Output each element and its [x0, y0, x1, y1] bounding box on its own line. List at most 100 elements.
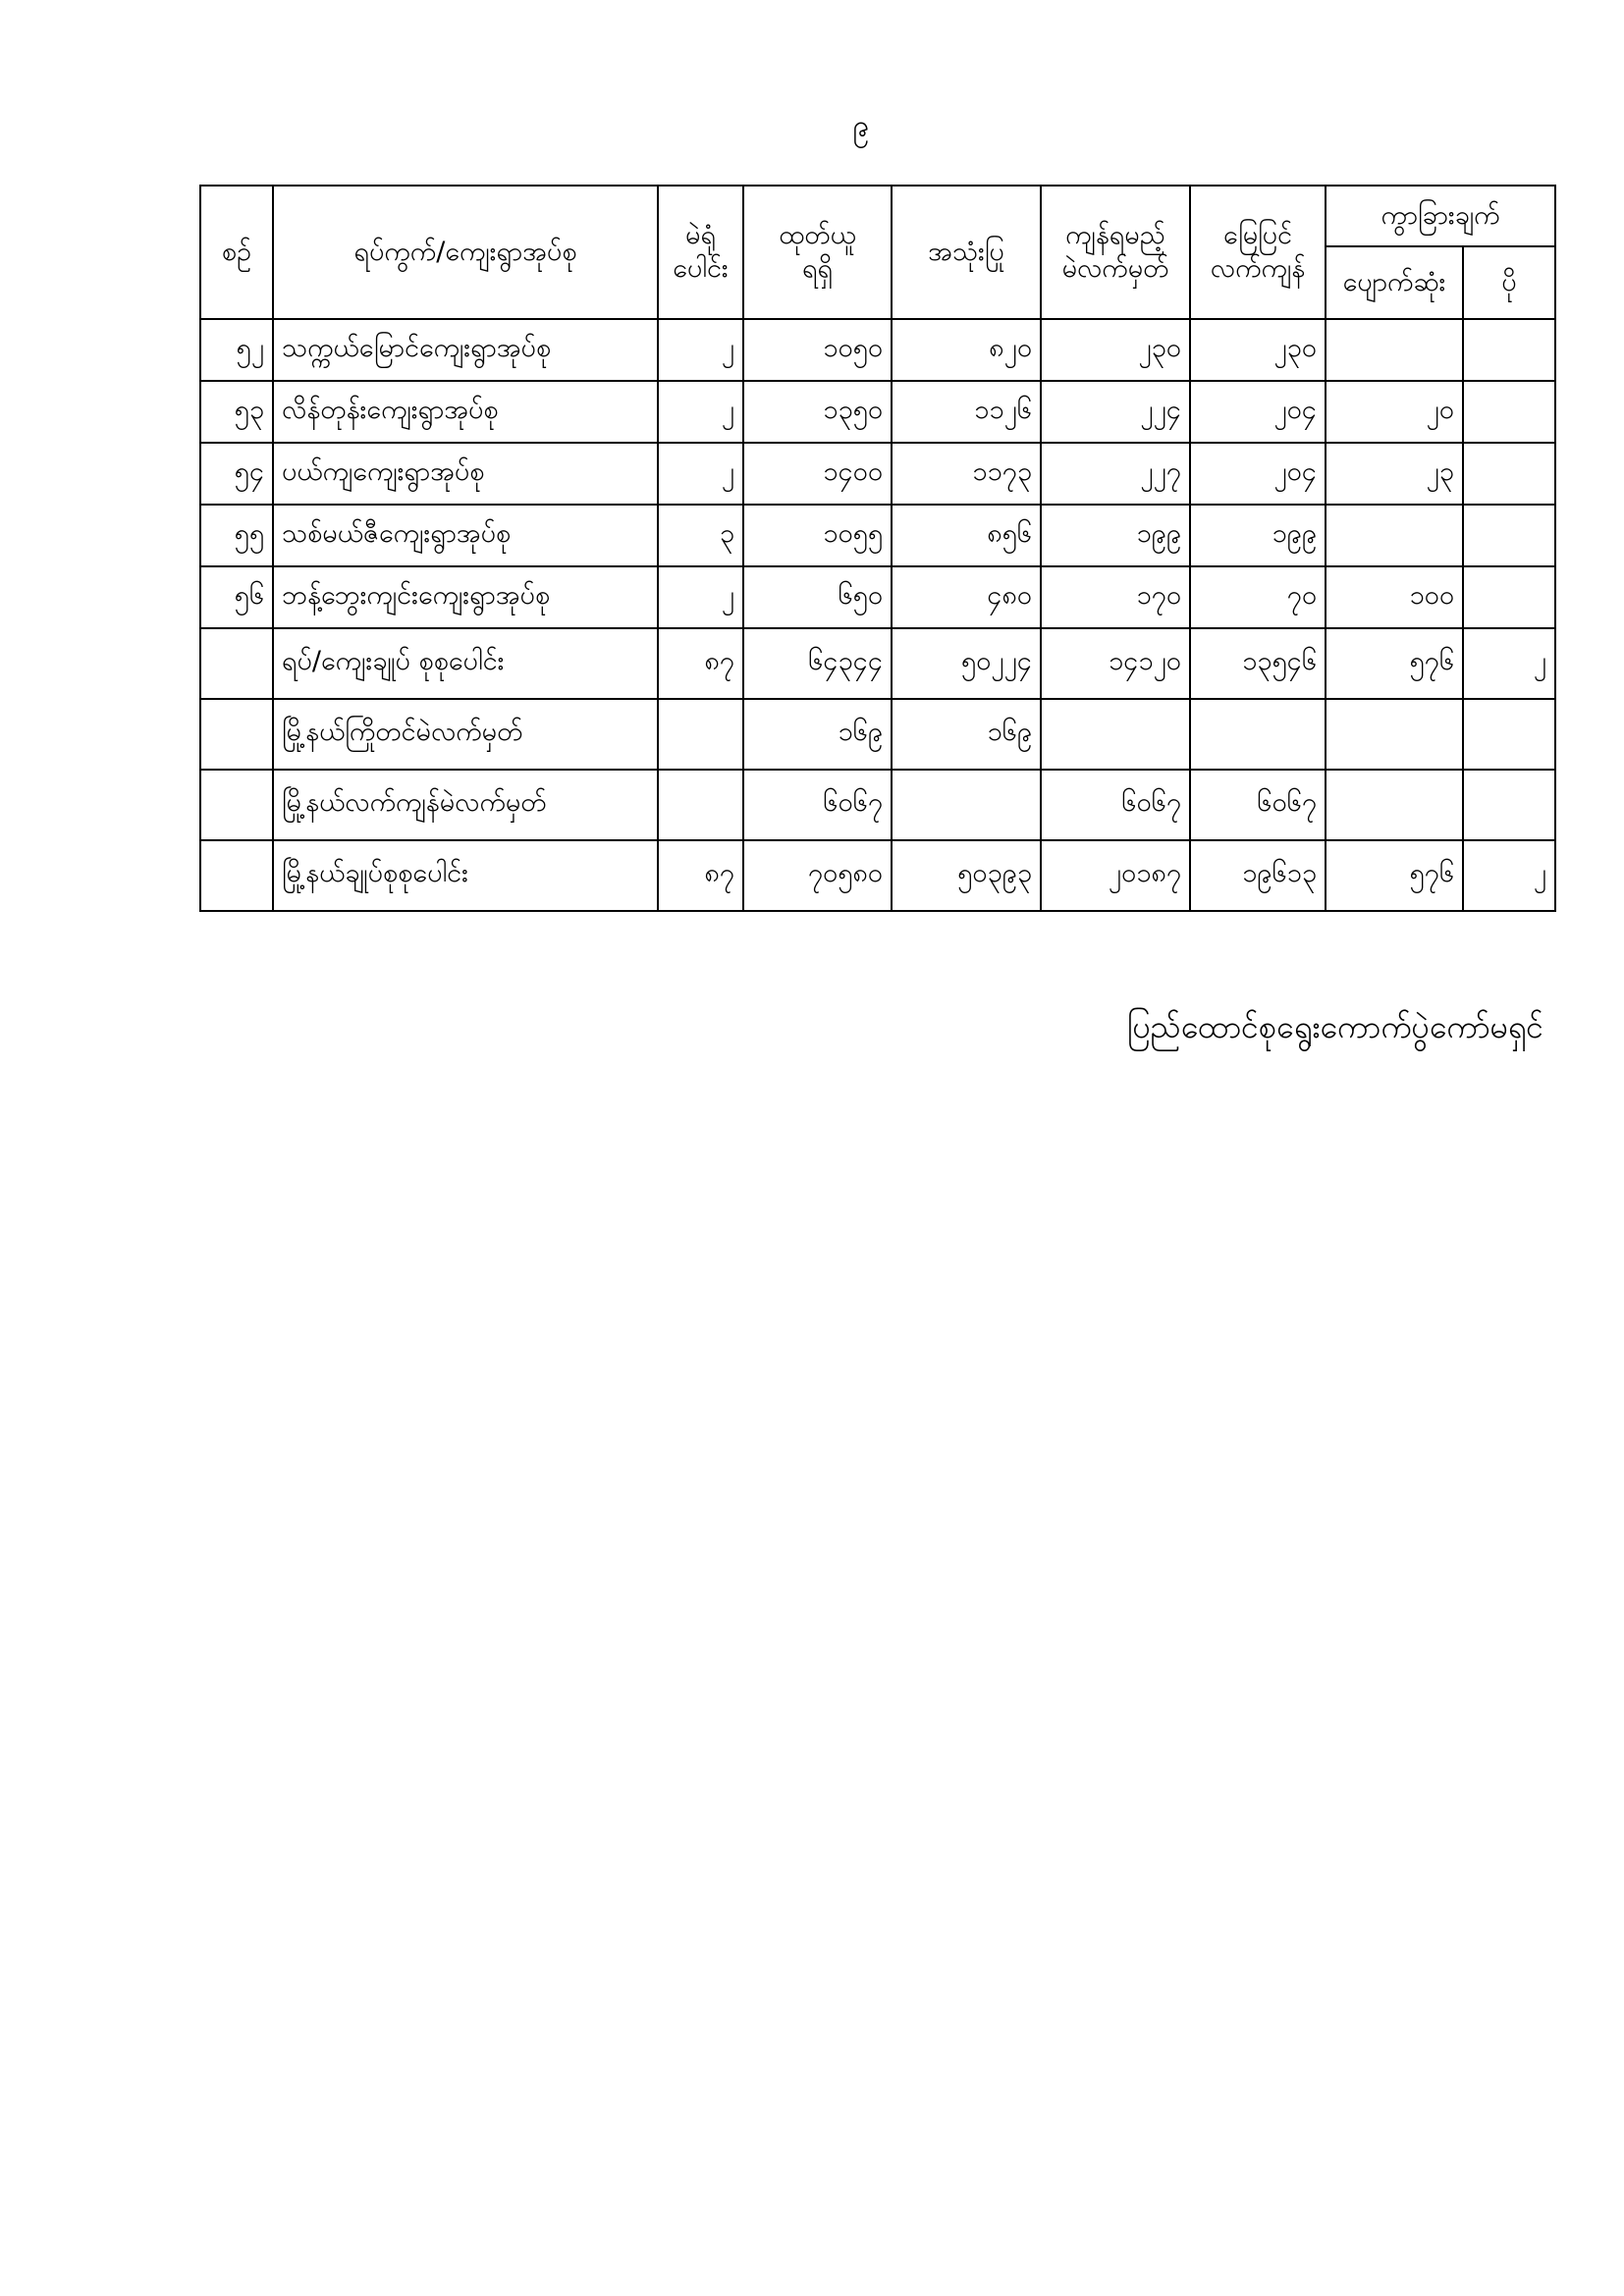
cell-no: ၅၄ [199, 442, 274, 506]
cell-missing: ၅၇၆ [1325, 839, 1464, 912]
summary-row: မြို့နယ်လက်ကျန်မဲလက်မှတ် ၆၀၆၇ ၆၀၆၇ ၆၀၆၇ [199, 769, 1557, 841]
cell-surplus [1461, 769, 1557, 841]
cell-name: သစ်မယ်ဇီကျေးရွာအုပ်စု [272, 504, 659, 567]
cell-stations: ၂ [657, 565, 744, 629]
table-row: ၅၅ သစ်မယ်ဇီကျေးရွာအုပ်စု၃၁၀၅၅ ၈၅၆ ၁၉၉ ၁၉၉ [199, 504, 1557, 567]
header-actual-remaining: မြေပြင် လက်ကျန် [1189, 185, 1326, 320]
header-surplus: ပို [1461, 245, 1557, 320]
cell-stations: ၈၇ [657, 627, 744, 700]
header-difference: ကွာခြားချက် [1324, 185, 1557, 247]
cell-surplus: ၂ [1461, 627, 1557, 700]
cell-no: ၅၅ [199, 504, 274, 567]
header-no: စဉ် [199, 185, 274, 320]
cell-used [891, 769, 1042, 841]
cell-no: ၅၂ [199, 318, 274, 382]
cell-expected: ၂၂၇ [1040, 442, 1191, 506]
cell-name: လိန်တုန်းကျေးရွာအုပ်စု [272, 380, 659, 444]
cell-surplus: ၂ [1461, 839, 1557, 912]
cell-missing: ၂၃ [1325, 442, 1464, 506]
summary-row: မြို့နယ်ကြိုတင်မဲလက်မှတ် ၁၆၉ ၁၆၉ [199, 698, 1557, 771]
cell-used: ၄၈၀ [891, 565, 1042, 629]
cell-actual: ၁၉၆၁၃ [1189, 839, 1326, 912]
cell-surplus [1461, 318, 1557, 382]
cell-actual: ၂၀၄ [1189, 380, 1326, 444]
cell-surplus [1461, 442, 1557, 506]
summary-row: မြို့နယ်ချုပ်စုစုပေါင်း ၈၇ ၇၀၅၈၀ ၅၀၃၉၃ ၂၀၁၈၇… [199, 839, 1557, 912]
cell-received: ၁၃၅၀ [742, 380, 893, 444]
cell-received: ၁၀၅၅ [742, 504, 893, 567]
cell-name: ပယ်ကျကျေးရွာအုပ်စု [272, 442, 659, 506]
cell-used: ၁၁၇၃ [891, 442, 1042, 506]
cell-received: ၆၀၆၇ [742, 769, 893, 841]
cell-received: ၆၄၃၄၄ [742, 627, 893, 700]
cell-used: ၈၅၆ [891, 504, 1042, 567]
cell-no: ၅၃ [199, 380, 274, 444]
cell-stations [657, 769, 744, 841]
cell-name: မြို့နယ်ကြိုတင်မဲလက်မှတ် [272, 698, 659, 771]
cell-actual: ၁၉၉ [1189, 504, 1326, 567]
cell-received: ၁၆၉ [742, 698, 893, 771]
cell-stations [657, 698, 744, 771]
cell-actual: ၁၃၅၄၆ [1189, 627, 1326, 700]
cell-no: ၅၆ [199, 565, 274, 629]
cell-expected: ၁၄၁၂၀ [1040, 627, 1191, 700]
cell-expected: ၆၀၆၇ [1040, 769, 1191, 841]
cell-missing [1325, 769, 1464, 841]
header-stations: မဲရုံ ပေါင်း [657, 185, 744, 320]
table-row: ၅၄ ပယ်ကျကျေးရွာအုပ်စု၂၁၄၀၀ ၁၁၇၃ ၂၂၇ ၂၀၄ ၂၃ [199, 442, 1557, 506]
cell-no [199, 769, 274, 841]
cell-no [199, 627, 274, 700]
cell-stations: ၃ [657, 504, 744, 567]
cell-received: ၆၅၀ [742, 565, 893, 629]
page-number: ၉ [852, 109, 870, 143]
cell-missing [1325, 318, 1464, 382]
table-row: ၅၂ သက္ကယ်မြောင်ကျေးရွာအုပ်စု၂၁၀၅၀ ၈၂၀ ၂၃၀ ၂၃… [199, 318, 1557, 382]
cell-expected: ၂၃၀ [1040, 318, 1191, 382]
cell-expected: ၁၉၉ [1040, 504, 1191, 567]
header-received: ထုတ်ယူ ရရှိ [742, 185, 893, 320]
cell-expected: ၁၇၀ [1040, 565, 1191, 629]
cell-actual [1189, 698, 1326, 771]
cell-used: ၁၆၉ [891, 698, 1042, 771]
cell-used: ၁၁၂၆ [891, 380, 1042, 444]
cell-name: မြို့နယ်လက်ကျန်မဲလက်မှတ် [272, 769, 659, 841]
cell-surplus [1461, 504, 1557, 567]
cell-name: ဘန့်ဘွေးကျင်းကျေးရွာအုပ်စု [272, 565, 659, 629]
table-row: ၅၆ ဘန့်ဘွေးကျင်းကျေးရွာအုပ်စု၂၆၅၀ ၄၈၀ ၁၇၀ ၇၀… [199, 565, 1557, 629]
cell-actual: ၂၃၀ [1189, 318, 1326, 382]
cell-name: သက္ကယ်မြောင်ကျေးရွာအုပ်စု [272, 318, 659, 382]
cell-used: ၅၀၃၉၃ [891, 839, 1042, 912]
cell-stations: ၂ [657, 442, 744, 506]
cell-expected: ၂၂၄ [1040, 380, 1191, 444]
cell-used: ၅၀၂၂၄ [891, 627, 1042, 700]
header-ward: ရပ်ကွက်/ကျေးရွာအုပ်စု [272, 185, 659, 320]
cell-actual: ၇၀ [1189, 565, 1326, 629]
cell-received: ၁၄၀၀ [742, 442, 893, 506]
cell-missing: ၅၇၆ [1325, 627, 1464, 700]
cell-stations: ၂ [657, 318, 744, 382]
cell-stations: ၂ [657, 380, 744, 444]
header-used: အသုံးပြု [891, 185, 1042, 320]
cell-expected: ၂၀၁၈၇ [1040, 839, 1191, 912]
cell-no [199, 839, 274, 912]
cell-surplus [1461, 565, 1557, 629]
cell-expected [1040, 698, 1191, 771]
cell-stations: ၈၇ [657, 839, 744, 912]
cell-no [199, 698, 274, 771]
cell-missing [1325, 698, 1464, 771]
cell-surplus [1461, 380, 1557, 444]
cell-name: ရပ်/ကျေးချုပ် စုစုပေါင်း [272, 627, 659, 700]
cell-missing: ၁၀၀ [1325, 565, 1464, 629]
footer-commission-name: ပြည်ထောင်စုရွေးကောက်ပွဲကော်မရှင် [1127, 1008, 1543, 1045]
cell-actual: ၂၀၄ [1189, 442, 1326, 506]
cell-missing [1325, 504, 1464, 567]
cell-received: ၁၀၅၀ [742, 318, 893, 382]
cell-actual: ၆၀၆၇ [1189, 769, 1326, 841]
cell-used: ၈၂၀ [891, 318, 1042, 382]
summary-row: ရပ်/ကျေးချုပ် စုစုပေါင်း ၈၇ ၆၄၃၄၄ ၅၀၂၂၄ ၁၄၁၂… [199, 627, 1557, 700]
cell-missing: ၂၀ [1325, 380, 1464, 444]
cell-name: မြို့နယ်ချုပ်စုစုပေါင်း [272, 839, 659, 912]
table-row: ၅၃ လိန်တုန်းကျေးရွာအုပ်စု၂၁၃၅၀ ၁၁၂၆ ၂၂၄ ၂၀၄၂… [199, 380, 1557, 444]
cell-surplus [1461, 698, 1557, 771]
header-missing: ပျောက်ဆုံး [1325, 245, 1464, 320]
